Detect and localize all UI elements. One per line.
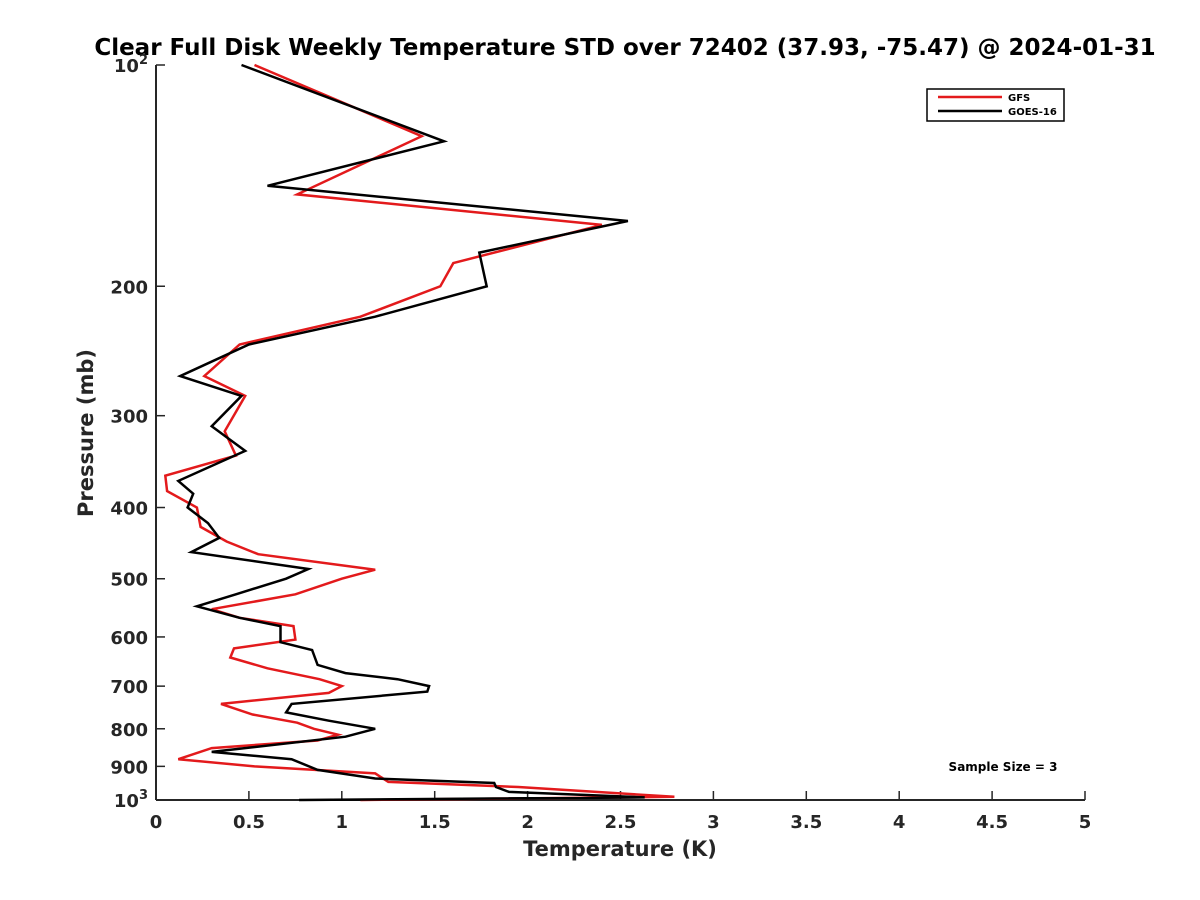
y-tick-label: 300	[110, 407, 148, 428]
y-axis-label: Pressure (mb)	[74, 349, 98, 517]
y-tick-label-power: 102	[114, 53, 148, 77]
y-tick-label: 900	[110, 757, 148, 778]
x-tick-label: 2.5	[605, 812, 637, 833]
x-tick-label: 4.5	[976, 812, 1008, 833]
y-tick-label: 200	[110, 277, 148, 298]
y-tick-exponent: 2	[139, 53, 148, 68]
x-tick-label: 1	[336, 812, 349, 833]
legend-label-gfs: GFS	[1008, 93, 1030, 104]
y-tick-label-power: 103	[114, 788, 148, 812]
y-tick-label: 400	[110, 499, 148, 520]
legend-box	[926, 88, 1065, 122]
x-axis-label: Temperature (K)	[523, 837, 717, 861]
legend: GFS GOES-16	[926, 88, 1065, 122]
x-ticks: 0 0.5 1 1.5 2 2.5 3 3.5 4 4.5 5	[150, 791, 1092, 833]
x-tick-label: 0	[150, 812, 163, 833]
chart-title: Clear Full Disk Weekly Temperature STD o…	[94, 35, 1155, 61]
y-tick-label: 600	[110, 628, 148, 649]
y-tick-label: 700	[110, 677, 148, 698]
legend-label-goes16: GOES-16	[1008, 107, 1057, 118]
x-tick-label: 0.5	[233, 812, 265, 833]
plot-area	[155, 65, 1085, 801]
x-tick-label: 1.5	[419, 812, 451, 833]
y-tick-label: 800	[110, 720, 148, 741]
sample-size-annotation: Sample Size = 3	[949, 760, 1058, 774]
series-line-goes16	[175, 63, 645, 802]
x-tick-label: 5	[1079, 812, 1092, 833]
x-tick-label: 3	[707, 812, 720, 833]
y-tick-label: 500	[110, 570, 148, 591]
series-layer	[163, 63, 675, 802]
x-tick-label: 4	[893, 812, 906, 833]
x-tick-label: 2	[521, 812, 534, 833]
series-line-gfs	[163, 63, 675, 802]
y-tick-exponent: 3	[139, 788, 148, 803]
y-tick-base: 10	[114, 791, 139, 812]
y-tick-base: 10	[114, 56, 139, 77]
x-tick-label: 3.5	[790, 812, 822, 833]
